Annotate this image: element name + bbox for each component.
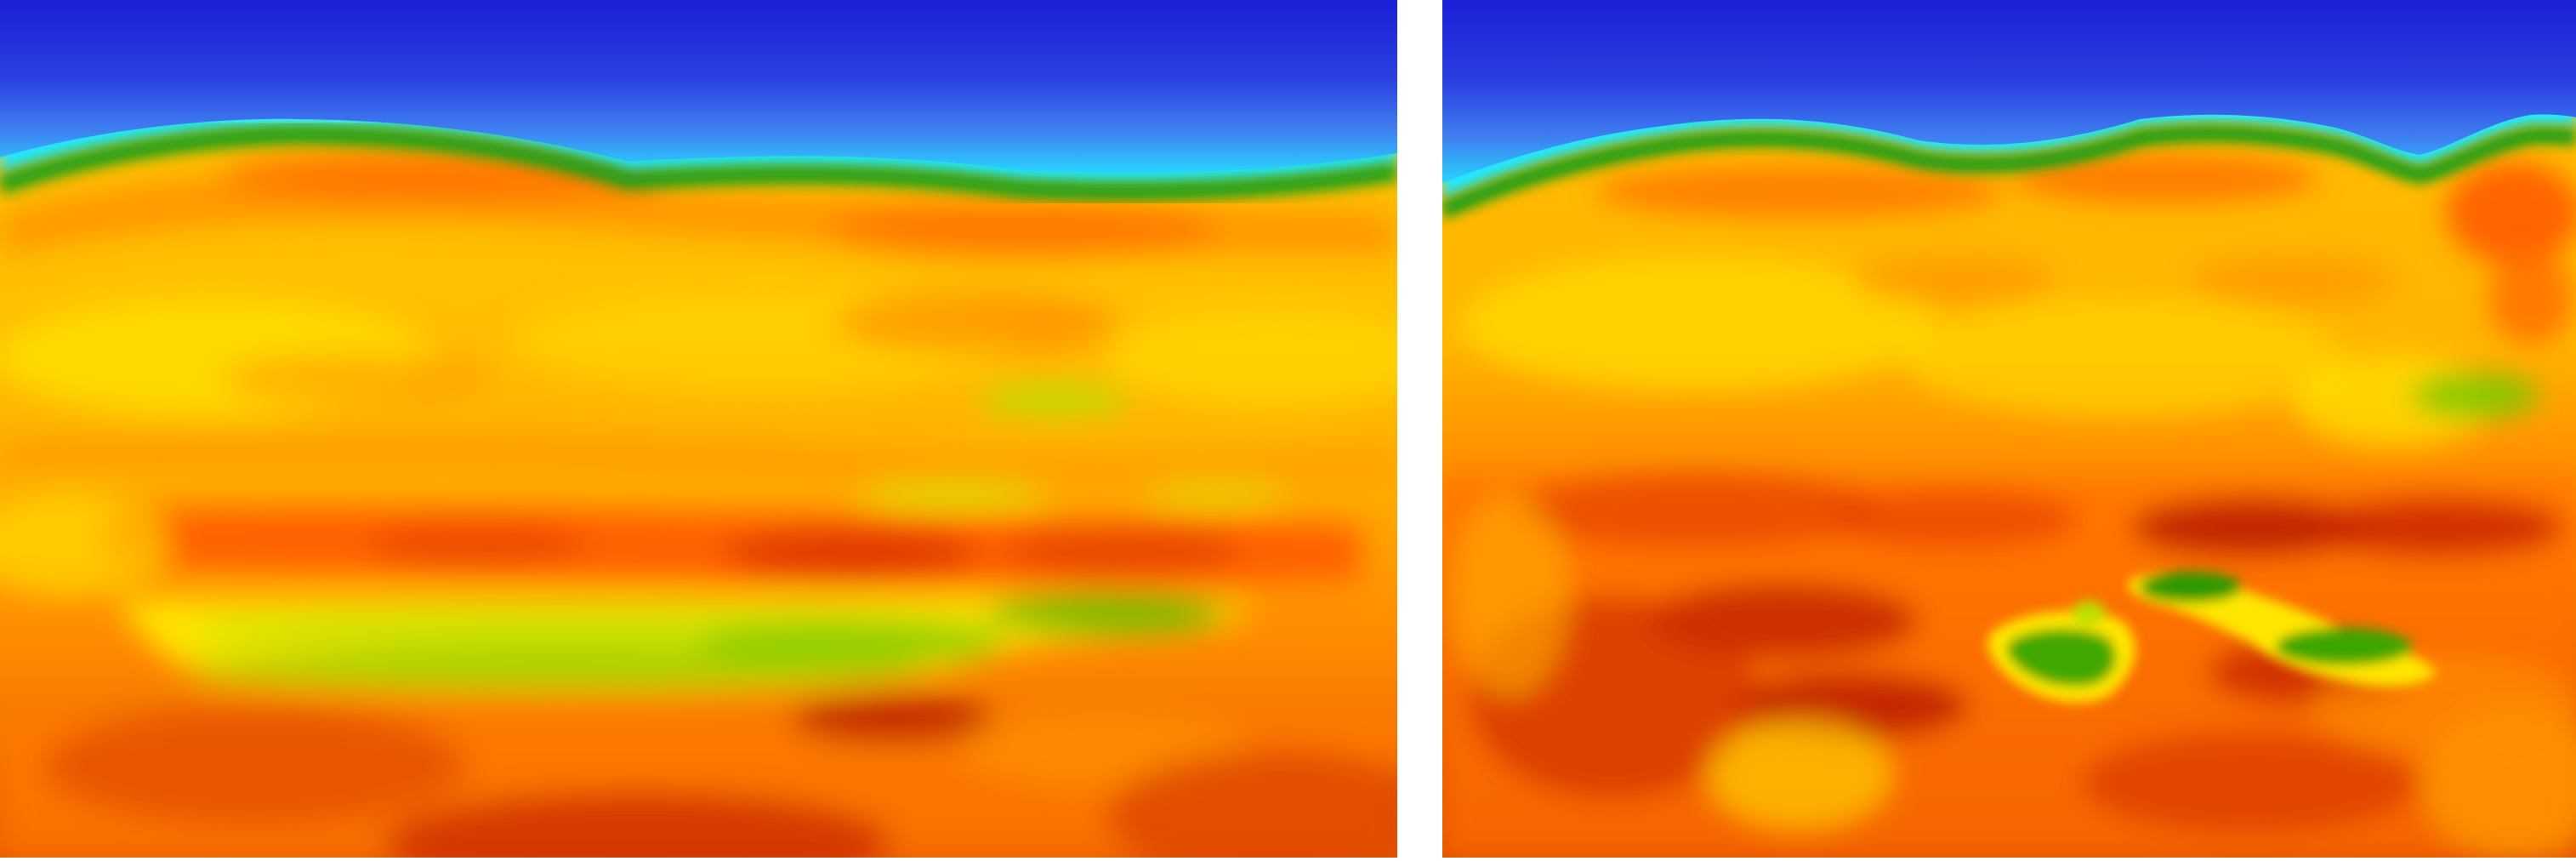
right-panel [1442, 0, 2576, 858]
left-panel [0, 0, 1397, 858]
right-heatmap [1442, 0, 2576, 858]
left-heatmap [0, 0, 1397, 858]
